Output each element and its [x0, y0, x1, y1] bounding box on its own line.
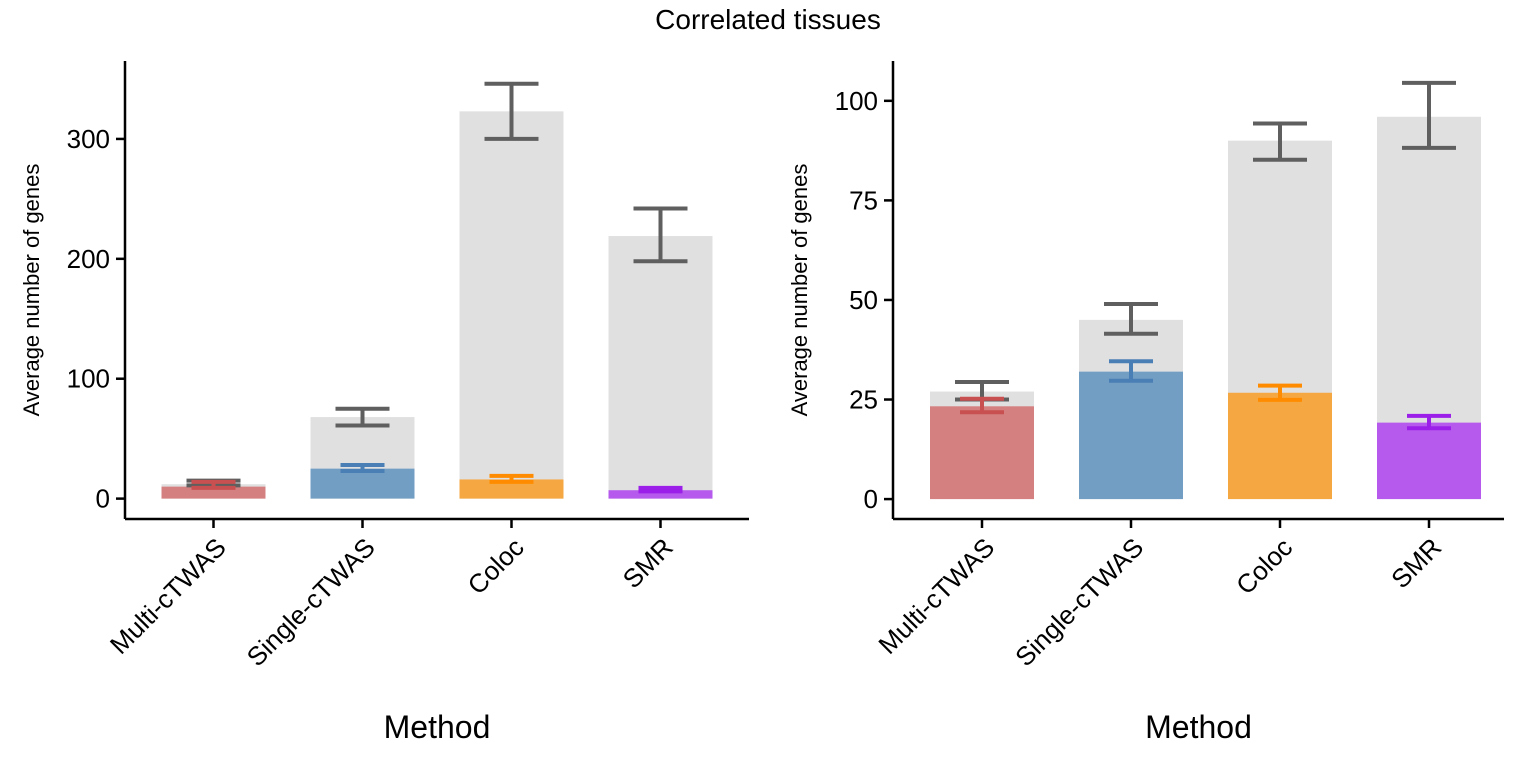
bar-subset — [608, 490, 713, 499]
x-tick-label: Multi-cTWAS — [872, 532, 1000, 660]
y-tick-label: 100 — [835, 86, 878, 116]
y-tick-label: 300 — [67, 124, 110, 154]
y-axis-label: Average number of genes — [787, 164, 812, 417]
x-axis-label: Method — [384, 709, 491, 745]
y-tick-label: 50 — [849, 285, 878, 315]
y-tick-label: 0 — [96, 484, 110, 514]
y-tick-label: 100 — [67, 364, 110, 394]
bar-total — [459, 111, 564, 499]
bar-subset — [310, 468, 415, 499]
bar-subset — [1377, 422, 1481, 500]
x-tick-label: Single-cTWAS — [241, 532, 381, 672]
x-tick-label: Coloc — [462, 532, 530, 600]
x-tick-label: SMR — [617, 532, 679, 594]
bar-subset — [459, 479, 564, 499]
bar-subset — [930, 406, 1034, 500]
y-tick-label: 200 — [67, 244, 110, 274]
y-tick-label: 0 — [864, 484, 878, 514]
bar-subset — [1228, 392, 1332, 500]
bar-total — [608, 236, 713, 499]
y-axis-label: Average number of genes — [19, 164, 44, 417]
x-tick-label: SMR — [1385, 532, 1447, 594]
figure-title: Correlated tissues — [655, 4, 881, 35]
x-tick-label: Coloc — [1230, 532, 1298, 600]
bar-subset — [1079, 371, 1183, 500]
y-tick-label: 75 — [849, 185, 878, 215]
x-axis-label: Method — [1145, 709, 1252, 745]
y-tick-label: 25 — [849, 385, 878, 415]
x-tick-label: Single-cTWAS — [1009, 532, 1149, 672]
bar-subset — [161, 486, 266, 499]
x-tick-label: Multi-cTWAS — [104, 532, 232, 660]
